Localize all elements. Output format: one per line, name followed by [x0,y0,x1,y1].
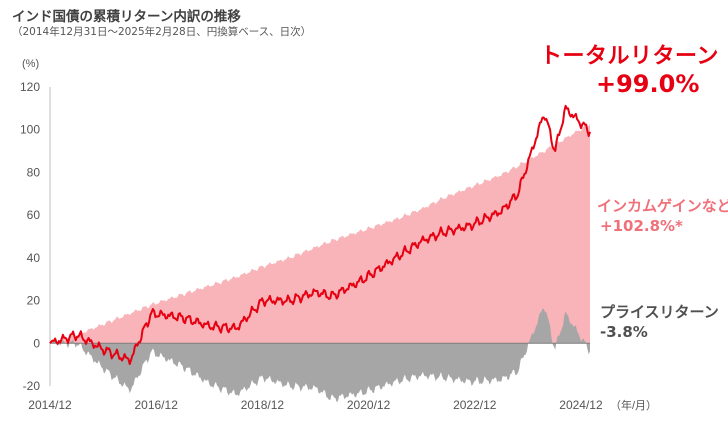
y-tick-label: 40 [27,251,41,265]
y-tick-label: 60 [27,208,41,222]
price-return-value: -3.8% [600,323,648,341]
x-tick-label: 2014/12 [28,398,72,412]
y-tick-label: 80 [27,165,41,179]
y-axis-unit: (%) [22,58,39,70]
x-tick-label: 2018/12 [241,398,285,412]
chart-subtitle: （2014年12月31日～2025年2月28日、円換算ベース、日次） [12,26,312,38]
total-return-line [49,104,591,365]
x-axis-unit: （年/月） [610,398,657,412]
price-return-label: プライスリターン [600,303,719,321]
y-tick-label: 120 [20,80,40,94]
total-return-label: トータルリターン [540,44,719,69]
y-tick-label: 100 [20,123,40,137]
tick-label-layer: 120 100 80 60 40 20 0 -20 (%) 2014/12 2016/12 2018/… [20,58,657,412]
x-tick-label: 2024/12 [559,398,603,412]
area-layer [50,123,590,403]
chart-title: インド国債の累積リターン内訳の推移 [12,9,241,25]
x-tick-label: 2020/12 [347,398,391,412]
x-tick-label: 2016/12 [134,398,178,412]
y-tick-label: -20 [23,379,41,393]
price-return-area [50,308,590,403]
y-tick-label: 20 [27,294,41,308]
income-gain-area [50,123,590,344]
line-layer [49,104,591,365]
income-gain-value: +102.8%* [600,217,683,235]
y-tick-label: 0 [33,336,40,350]
x-tick-label: 2022/12 [453,398,497,412]
income-gain-label: インカムゲインなど [597,197,728,215]
total-return-value: +99.0% [596,70,700,98]
